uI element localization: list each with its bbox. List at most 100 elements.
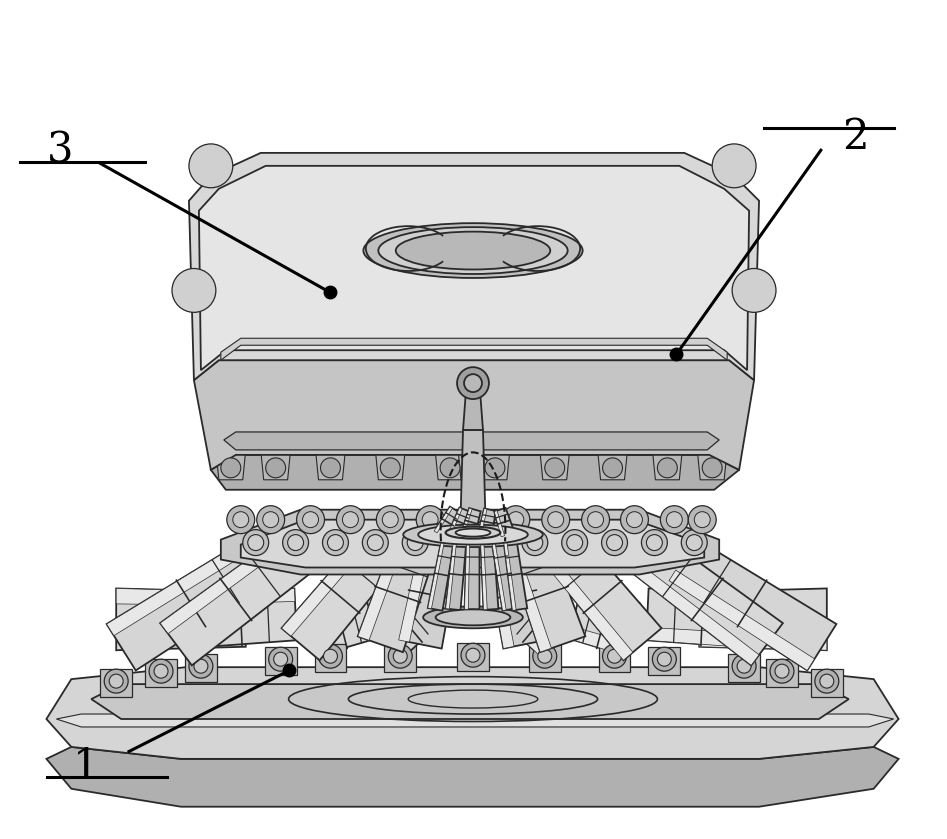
Circle shape — [581, 506, 610, 534]
Circle shape — [233, 512, 249, 528]
Polygon shape — [221, 338, 727, 360]
Polygon shape — [315, 450, 346, 480]
Circle shape — [667, 512, 682, 528]
Circle shape — [407, 534, 423, 550]
Polygon shape — [646, 628, 757, 649]
Polygon shape — [568, 627, 629, 656]
Polygon shape — [434, 507, 460, 538]
Polygon shape — [491, 539, 517, 611]
Circle shape — [248, 534, 263, 550]
Circle shape — [620, 506, 649, 534]
Circle shape — [367, 534, 384, 550]
Circle shape — [464, 374, 482, 392]
Polygon shape — [494, 511, 505, 537]
Polygon shape — [100, 670, 133, 697]
Circle shape — [447, 534, 463, 550]
Circle shape — [336, 506, 365, 534]
Polygon shape — [384, 644, 416, 672]
Circle shape — [703, 458, 723, 477]
Circle shape — [681, 529, 707, 555]
Polygon shape — [189, 153, 759, 380]
Ellipse shape — [419, 524, 527, 545]
Circle shape — [687, 534, 703, 550]
Polygon shape — [428, 539, 445, 608]
Polygon shape — [646, 588, 759, 649]
Circle shape — [343, 512, 358, 528]
Circle shape — [288, 534, 304, 550]
Polygon shape — [669, 539, 836, 670]
Circle shape — [104, 670, 128, 693]
Circle shape — [149, 659, 173, 683]
Polygon shape — [241, 519, 705, 567]
Polygon shape — [504, 539, 527, 611]
Circle shape — [323, 529, 348, 555]
Polygon shape — [199, 166, 749, 370]
Circle shape — [814, 670, 839, 693]
Polygon shape — [460, 430, 486, 534]
Polygon shape — [634, 535, 783, 665]
Polygon shape — [46, 667, 899, 758]
Polygon shape — [260, 450, 291, 480]
Circle shape — [487, 534, 503, 550]
Polygon shape — [57, 714, 894, 727]
Circle shape — [482, 529, 508, 555]
Circle shape — [363, 529, 388, 555]
Polygon shape — [486, 546, 514, 649]
Circle shape — [562, 529, 588, 555]
Circle shape — [737, 659, 751, 673]
Polygon shape — [461, 508, 481, 536]
Circle shape — [459, 506, 487, 534]
Circle shape — [652, 647, 676, 671]
Ellipse shape — [396, 232, 550, 269]
Circle shape — [320, 458, 340, 477]
Polygon shape — [478, 508, 487, 534]
Circle shape — [461, 644, 485, 667]
Polygon shape — [509, 618, 546, 654]
Circle shape — [324, 649, 337, 663]
Polygon shape — [461, 508, 473, 534]
Polygon shape — [480, 539, 498, 610]
Circle shape — [485, 458, 505, 477]
Circle shape — [542, 506, 570, 534]
Polygon shape — [699, 588, 827, 650]
Circle shape — [172, 268, 216, 312]
Polygon shape — [116, 588, 246, 606]
Polygon shape — [281, 534, 371, 636]
Circle shape — [154, 664, 168, 678]
Polygon shape — [508, 537, 585, 652]
Polygon shape — [458, 450, 488, 480]
Circle shape — [257, 506, 285, 534]
Polygon shape — [634, 564, 759, 665]
Polygon shape — [216, 450, 246, 480]
Polygon shape — [449, 508, 462, 534]
Circle shape — [109, 675, 123, 688]
Circle shape — [466, 649, 480, 662]
Circle shape — [775, 664, 789, 678]
Circle shape — [547, 512, 563, 528]
Polygon shape — [491, 540, 507, 611]
Circle shape — [588, 512, 603, 528]
Polygon shape — [194, 360, 754, 470]
Polygon shape — [465, 539, 470, 609]
Polygon shape — [358, 537, 436, 652]
Polygon shape — [399, 540, 459, 649]
Circle shape — [383, 512, 399, 528]
Circle shape — [545, 458, 564, 477]
Circle shape — [274, 652, 288, 666]
Circle shape — [402, 529, 428, 555]
Polygon shape — [478, 508, 496, 536]
Polygon shape — [728, 654, 760, 682]
Polygon shape — [304, 590, 376, 656]
Polygon shape — [358, 537, 405, 640]
Ellipse shape — [436, 609, 510, 625]
Polygon shape — [463, 390, 483, 430]
Polygon shape — [508, 548, 551, 652]
Polygon shape — [375, 450, 405, 480]
Polygon shape — [428, 539, 455, 611]
Polygon shape — [374, 591, 413, 624]
Circle shape — [712, 144, 756, 188]
Circle shape — [732, 654, 756, 678]
Circle shape — [770, 659, 794, 683]
Circle shape — [602, 644, 627, 668]
Circle shape — [381, 458, 401, 477]
